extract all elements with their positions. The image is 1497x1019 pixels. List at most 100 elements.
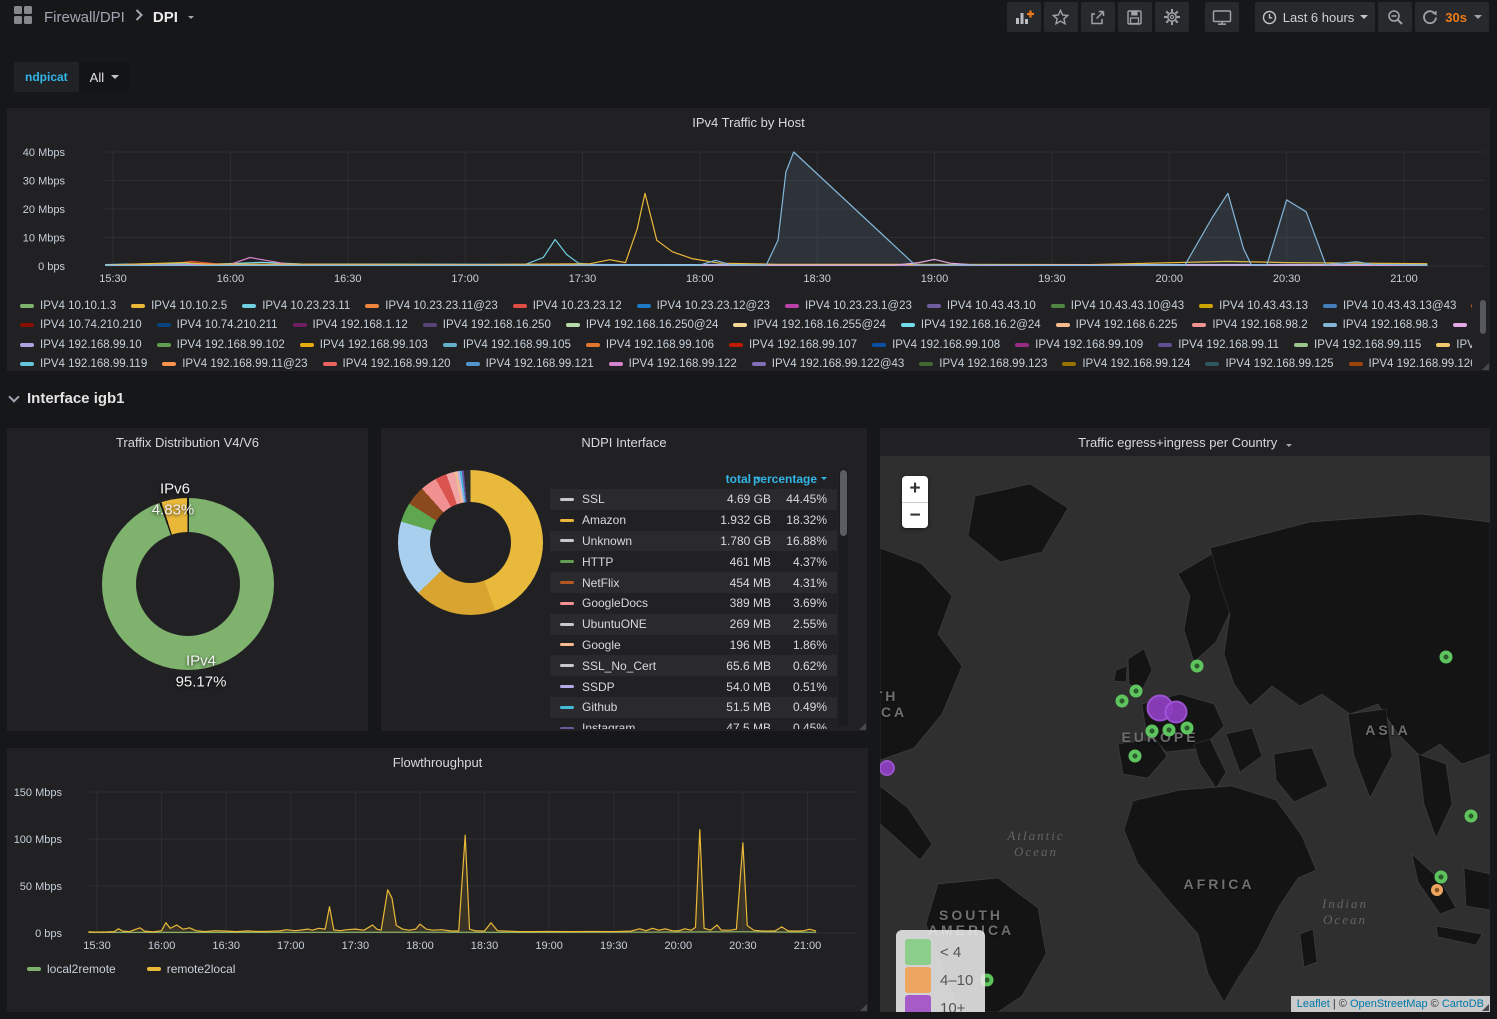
- time-range-picker[interactable]: Last 6 hours: [1254, 2, 1376, 32]
- table-row[interactable]: SSL 4.69 GB 44.45%: [550, 489, 837, 510]
- map-marker-green[interactable]: [1162, 723, 1176, 737]
- legend-item[interactable]: IPV4 192.168.99.126: [1348, 358, 1472, 369]
- table-row[interactable]: UbuntuONE 269 MB 2.55%: [550, 613, 837, 635]
- map-marker-orange[interactable]: [1431, 884, 1443, 896]
- map-marker-green[interactable]: [1439, 650, 1453, 664]
- table-row[interactable]: Instagram 47.5 MB 0.45%: [550, 718, 837, 729]
- leaflet-link[interactable]: Leaflet: [1296, 998, 1330, 1010]
- table-row[interactable]: Github 51.5 MB 0.49%: [550, 696, 837, 718]
- legend-item[interactable]: IPV4 192.168.99.124: [1062, 358, 1190, 369]
- zoom-out-button[interactable]: [1378, 2, 1413, 32]
- table-scrollbar[interactable]: [839, 468, 848, 726]
- star-button[interactable]: [1043, 2, 1078, 32]
- cartodb-link[interactable]: CartoDB: [1441, 998, 1484, 1010]
- panel-title[interactable]: Traffix Distribution V4/V6: [115, 435, 260, 450]
- table-row[interactable]: SSDP 54.0 MB 0.51%: [550, 676, 837, 697]
- world-map[interactable]: NORTHAMERICAEUROPEASIAAFRICASOUTHAMERICA…: [880, 456, 1490, 1012]
- legend-item[interactable]: IPV4 192.168.99.107: [728, 339, 857, 351]
- panel-title[interactable]: NDPI Interface: [581, 435, 667, 450]
- legend-item[interactable]: IPV4 192.168.99.121: [465, 358, 594, 369]
- legend-item[interactable]: IPV4 10.23.23.12: [512, 300, 622, 312]
- legend-item[interactable]: IPV4 10.23.23.12@23: [636, 300, 770, 312]
- row-interface-igb1[interactable]: Interface igb1: [8, 390, 125, 407]
- panel-resize-handle[interactable]: [860, 1004, 867, 1011]
- table-row[interactable]: HTTP 461 MB 4.37%: [550, 551, 837, 572]
- legend-item[interactable]: IPV4 192.168.99.105: [442, 339, 571, 351]
- panel-title[interactable]: IPv4 Traffic by Host: [692, 115, 805, 130]
- legend-item[interactable]: IPV4 192.168.99.102: [156, 339, 285, 351]
- panel-resize-handle[interactable]: [1482, 363, 1489, 370]
- traffic-by-host-chart[interactable]: 0 bps 10 Mbps 20 Mbps 30 Mbps 40 Mbps 15:30 16…: [7, 134, 1490, 294]
- breadcrumb[interactable]: Firewall/DPI: [44, 8, 125, 26]
- legend-item[interactable]: IPV4 10.43.43.10: [926, 300, 1036, 312]
- table-row[interactable]: SSL_No_Cert 65.6 MB 0.62%: [550, 655, 837, 677]
- panel-resize-handle[interactable]: [1482, 1004, 1489, 1011]
- legend-item[interactable]: IPV4 192.168.99.11@23: [162, 358, 308, 369]
- legend-item[interactable]: IPV4 192.168.99.109: [1015, 339, 1143, 351]
- legend-item[interactable]: IPV4 10.43.43.13@43: [1323, 300, 1456, 312]
- map-marker-green[interactable]: [1434, 870, 1448, 884]
- table-row[interactable]: GoogleDocs 389 MB 3.69%: [550, 593, 837, 614]
- table-row[interactable]: NetFlix 454 MB 4.31%: [550, 572, 837, 593]
- legend-item[interactable]: IPV4 192.168.16.250: [422, 319, 551, 331]
- legend-item[interactable]: IPV4 192.168.98.2: [1192, 319, 1308, 331]
- legend-item[interactable]: IPV4 192.168.99.1: [1452, 319, 1472, 331]
- legend-item[interactable]: IPV4 192.168.99.108: [872, 339, 1000, 351]
- legend-item[interactable]: remote2local: [146, 962, 235, 976]
- settings-gear-button[interactable]: [1154, 2, 1189, 32]
- legend-item[interactable]: IPV4 192.168.99.115: [1294, 339, 1421, 351]
- map-marker-green[interactable]: [1129, 684, 1143, 698]
- legend-item[interactable]: IPV4 10.10.2.5: [131, 300, 227, 312]
- legend-item[interactable]: IPV4 192.168.1.12: [292, 319, 408, 331]
- variable-value-dropdown[interactable]: All: [78, 62, 131, 92]
- table-row[interactable]: Unknown 1.780 GB 16.88%: [550, 530, 837, 552]
- legend-item[interactable]: IPV4 10.23.23.1@23: [784, 300, 912, 312]
- map-marker-purple[interactable]: [1164, 700, 1188, 724]
- legend-item[interactable]: IPV4 192.168.16.2@24: [900, 319, 1041, 331]
- legend-item[interactable]: IPV4 192.168.99.125: [1205, 358, 1334, 369]
- legend-item[interactable]: IPV4 192.168.6.225: [1055, 319, 1177, 331]
- sort-column-total[interactable]: total: [673, 472, 761, 486]
- save-button[interactable]: [1117, 2, 1152, 32]
- legend-item[interactable]: IPV4 10.74.210.210: [20, 319, 142, 331]
- legend-item[interactable]: IPV4 10.74.210.211: [156, 319, 278, 331]
- share-button[interactable]: [1080, 2, 1115, 32]
- zoom-in-button[interactable]: +: [902, 476, 928, 502]
- map-marker-purple[interactable]: [880, 760, 895, 776]
- legend-item[interactable]: IPV4 10.43.43.10@43: [1050, 300, 1184, 312]
- legend-item[interactable]: IPV4 192.168.99.120: [322, 358, 451, 369]
- refresh-button[interactable]: 30s: [1415, 2, 1489, 32]
- tv-mode-button[interactable]: [1204, 2, 1239, 32]
- legend-item[interactable]: IPV4 192.168.99.103: [299, 339, 428, 351]
- legend-item[interactable]: IPV4 192.168.99.122: [608, 358, 737, 369]
- flowthroughput-chart[interactable]: 0 bps 50 Mbps 100 Mbps 150 Mbps 15:30 16:00 16…: [7, 770, 868, 958]
- zoom-out-button[interactable]: −: [902, 502, 928, 528]
- legend-item[interactable]: IPV4 192.168.16.255@24: [733, 319, 886, 331]
- map-marker-green[interactable]: [1464, 809, 1478, 823]
- table-row[interactable]: Google 196 MB 1.86%: [550, 635, 837, 656]
- map-marker-green[interactable]: [1190, 659, 1204, 673]
- title-caret-icon[interactable]: [187, 15, 194, 19]
- legend-item[interactable]: IPV4 10.10.1.3: [20, 300, 116, 312]
- table-row[interactable]: Amazon 1.932 GB 18.32%: [550, 510, 837, 531]
- panel-resize-handle[interactable]: [859, 723, 866, 730]
- panel-title[interactable]: Flowthroughput: [392, 755, 483, 770]
- legend-item[interactable]: IPV4 10.43.43.1@43: [1471, 300, 1472, 312]
- legend-item[interactable]: IPV4 192.168.99.123: [919, 358, 1047, 369]
- legend-item[interactable]: IPV4 192.168.99.11: [1158, 339, 1279, 351]
- legend-item[interactable]: IPV4 192.168.99.118: [1436, 339, 1472, 351]
- legend-item[interactable]: IPV4 10.23.23.11: [242, 300, 350, 312]
- openstreetmap-link[interactable]: OpenStreetMap: [1349, 998, 1428, 1010]
- legend-scrollbar[interactable]: [1480, 300, 1486, 334]
- map-marker-green[interactable]: [1180, 721, 1194, 735]
- add-panel-button[interactable]: [1006, 2, 1041, 32]
- legend-item[interactable]: IPV4 192.168.16.250@24: [565, 319, 718, 331]
- legend-item[interactable]: IPV4 10.23.23.11@23: [365, 300, 498, 312]
- legend-item[interactable]: IPV4 192.168.99.119: [20, 358, 147, 369]
- sort-column-percentage[interactable]: percentage: [753, 472, 837, 486]
- map-marker-green[interactable]: [1145, 724, 1159, 738]
- legend-item[interactable]: IPV4 192.168.99.122@43: [751, 358, 904, 369]
- page-title[interactable]: DPI: [152, 8, 178, 26]
- legend-item[interactable]: IPV4 192.168.99.106: [585, 339, 714, 351]
- legend-item[interactable]: IPV4 10.43.43.13: [1199, 300, 1308, 312]
